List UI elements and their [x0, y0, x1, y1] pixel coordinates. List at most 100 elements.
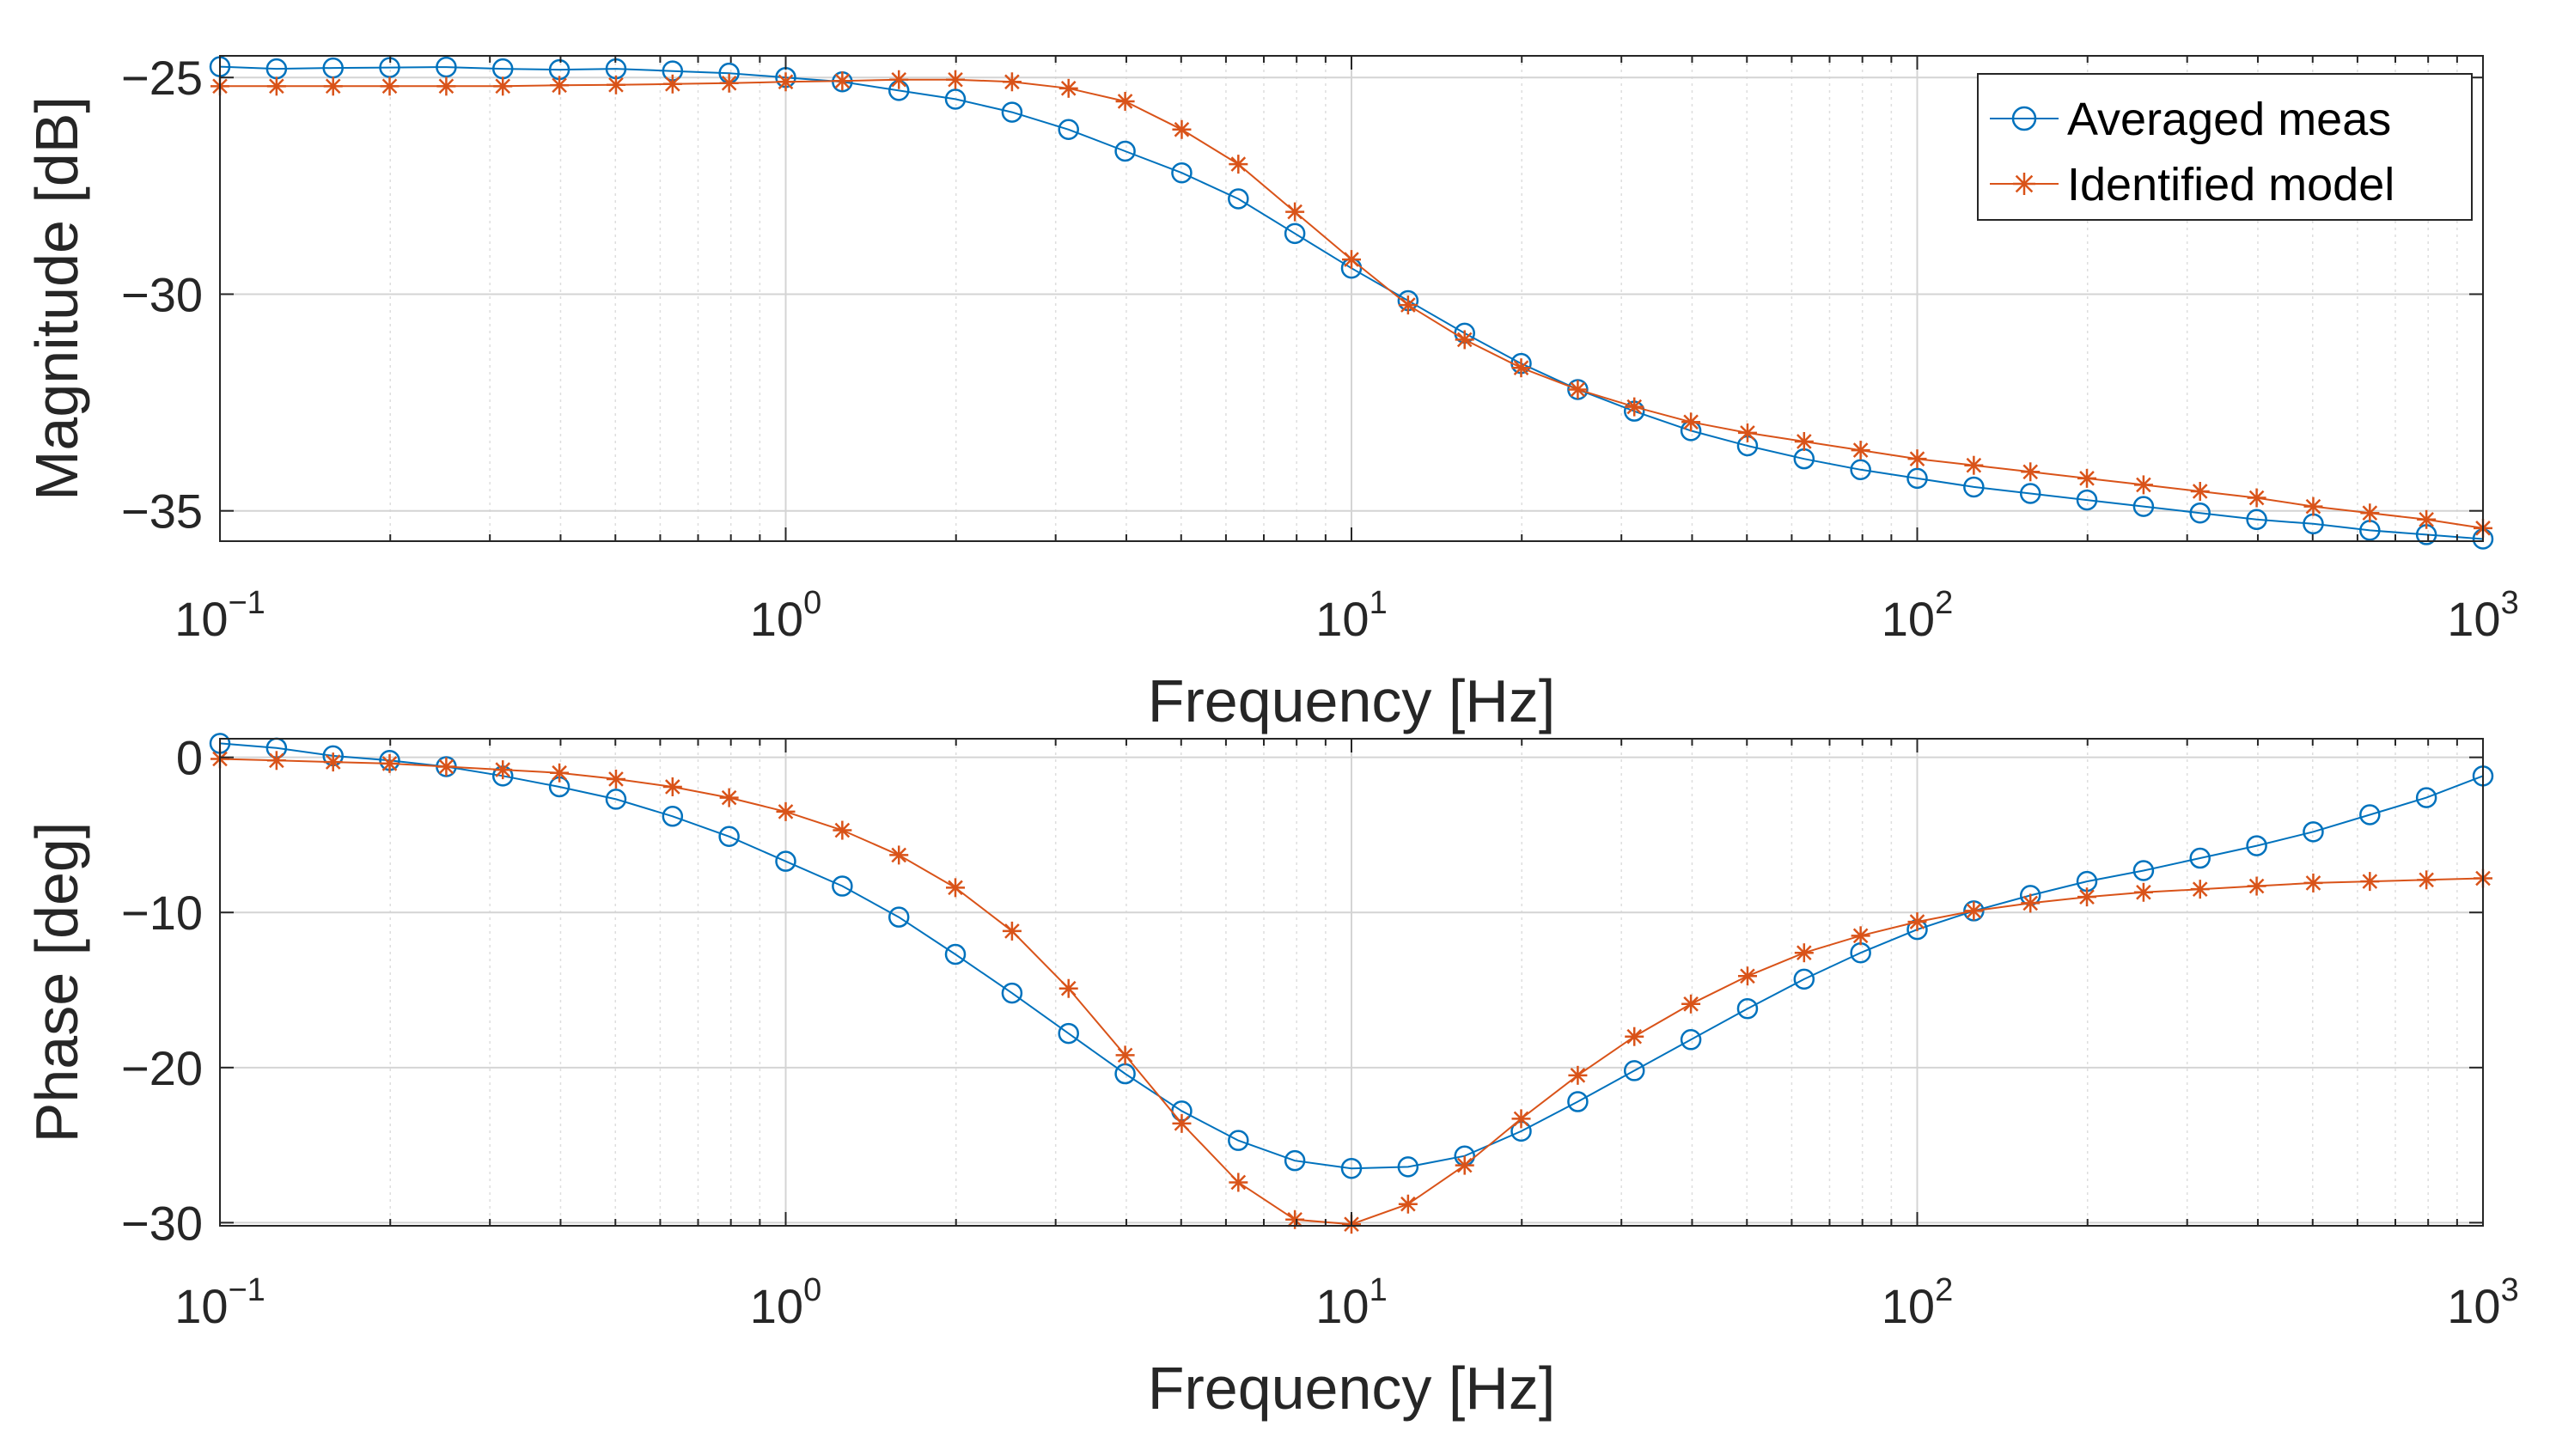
data-point — [493, 760, 513, 780]
data-point — [2303, 497, 2323, 516]
x-tick-label: 100 — [750, 585, 821, 646]
data-point — [832, 875, 853, 897]
data-point — [833, 820, 852, 840]
data-point — [550, 76, 570, 95]
data-point — [2190, 481, 2210, 501]
data-point — [1114, 140, 1136, 162]
data-point — [946, 878, 966, 898]
data-point — [1568, 1065, 1588, 1085]
data-point — [1907, 912, 1927, 932]
y-tick-label: −30 — [121, 1196, 203, 1250]
data-point — [266, 751, 286, 771]
data-point — [436, 76, 456, 96]
data-point — [1736, 997, 1759, 1020]
data-point — [1963, 476, 1985, 498]
data-point — [1058, 1022, 1079, 1045]
data-point — [2247, 876, 2266, 896]
data-point — [889, 70, 909, 89]
legend-label: Identified model — [2067, 159, 2394, 210]
data-point — [1171, 161, 1193, 184]
legend-item: Averaged meas — [1990, 94, 2391, 145]
x-tick-label: 100 — [750, 1272, 821, 1333]
data-point — [1228, 188, 1249, 210]
legend-marker — [2013, 173, 2035, 195]
data-point — [719, 788, 739, 807]
legend-box — [1977, 73, 2473, 221]
data-point — [1285, 202, 1305, 222]
data-point — [1511, 1109, 1531, 1129]
tick-marks — [219, 56, 2484, 541]
data-point — [1285, 1209, 1305, 1229]
data-point — [1737, 966, 1757, 986]
x-tick-label: 10−1 — [174, 585, 265, 646]
data-point — [776, 72, 796, 92]
data-point — [1850, 459, 1871, 481]
data-point — [436, 56, 457, 78]
x-tick-label: 103 — [2447, 1272, 2518, 1333]
data-point — [1737, 423, 1757, 442]
data-point — [2359, 804, 2381, 825]
data-point — [2189, 502, 2211, 524]
data-point — [2021, 893, 2041, 913]
data-point — [1681, 412, 1701, 432]
legend: Averaged meas Identified model — [1977, 73, 2473, 221]
data-point — [2133, 882, 2153, 902]
y-tick-label: −35 — [121, 484, 203, 539]
data-point — [2190, 880, 2210, 899]
data-point — [1342, 250, 1361, 270]
x-axis-title: Frequency [Hz] — [1148, 667, 1556, 734]
data-point — [1794, 943, 1814, 963]
data-point — [1172, 119, 1192, 139]
data-point — [1001, 982, 1023, 1004]
data-point — [1398, 295, 1418, 315]
data-point — [1115, 1045, 1135, 1065]
tick-marks — [219, 739, 2484, 1226]
data-point — [380, 753, 400, 773]
data-point — [2133, 475, 2153, 495]
x-tick-label: 102 — [1882, 585, 1953, 646]
phase-plot: 10−1 100 101 102 103 0 −10 −20 −30 Frequency [Hz]… — [23, 731, 2519, 1422]
data-point — [946, 70, 966, 89]
data-point — [380, 76, 400, 96]
data-point — [1623, 1060, 1645, 1081]
legend-marker — [2011, 106, 2037, 131]
data-point — [1058, 978, 1078, 998]
data-point — [2077, 887, 2097, 907]
data-point — [323, 752, 343, 772]
data-point — [662, 74, 682, 94]
magnitude-plot: 10−1 100 101 102 103 −25 −30 −35 Frequency [Hz] M… — [23, 51, 2519, 734]
data-point — [662, 777, 682, 796]
x-tick-label: 101 — [1315, 1272, 1387, 1333]
data-point — [1681, 994, 1701, 1014]
data-point — [719, 73, 739, 93]
data-point — [944, 943, 967, 966]
data-point — [1851, 926, 1870, 946]
data-point — [1455, 1155, 1474, 1175]
y-tick-label: −10 — [121, 886, 203, 940]
data-point — [2077, 468, 2097, 488]
data-point — [436, 757, 456, 777]
data-point — [944, 88, 967, 110]
data-point — [2019, 483, 2041, 504]
data-point — [1567, 1091, 1589, 1112]
data-point — [493, 76, 513, 96]
data-point — [1625, 1027, 1644, 1046]
y-tick-label: −25 — [121, 51, 203, 105]
y-tick-label: −20 — [121, 1041, 203, 1095]
data-point — [1228, 1130, 1249, 1151]
data-point — [2247, 488, 2266, 508]
data-point — [1964, 901, 1984, 921]
data-point — [1284, 222, 1306, 245]
data-point — [1964, 455, 1984, 475]
data-point — [605, 789, 627, 810]
data-point — [2132, 496, 2155, 517]
data-point — [889, 845, 909, 865]
data-point — [1398, 1194, 1418, 1214]
data-point — [1794, 431, 1814, 451]
data-point — [2360, 872, 2380, 892]
data-point — [2360, 503, 2380, 523]
data-point — [1058, 119, 1079, 141]
data-point — [1229, 1173, 1248, 1192]
legend-item: Identified model — [1990, 159, 2394, 210]
